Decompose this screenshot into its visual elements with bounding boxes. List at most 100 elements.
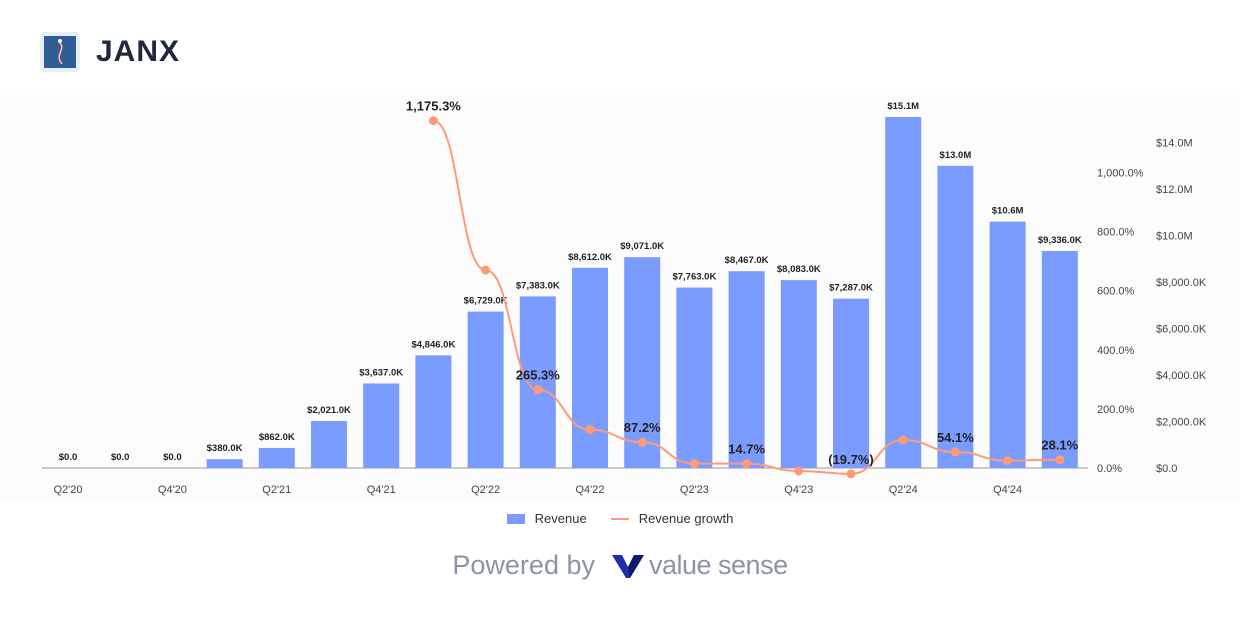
- x-tick-label: Q4'21: [367, 484, 396, 496]
- bar-value-label: $2,021.0K: [307, 405, 351, 416]
- bar-value-label: $13.0M: [940, 150, 972, 161]
- growth-value-label: (19.7%): [828, 452, 874, 467]
- revenue-axis-tick: $10.0M: [1156, 231, 1193, 243]
- bar-value-label: $380.0K: [207, 443, 243, 454]
- growth-point[interactable]: [585, 425, 595, 435]
- growth-point[interactable]: [950, 447, 960, 457]
- revenue-bar[interactable]: [833, 298, 869, 468]
- growth-axis-tick: 200.0%: [1097, 404, 1135, 416]
- revenue-axis-tick: $2,000.0K: [1156, 417, 1207, 429]
- bar-value-label: $9,336.0K: [1038, 235, 1082, 246]
- revenue-bar[interactable]: [989, 221, 1026, 468]
- bar-value-label: $8,083.0K: [777, 264, 821, 275]
- legend-label: Revenue: [534, 511, 587, 526]
- revenue-bar[interactable]: [363, 383, 400, 468]
- header: JANX: [40, 32, 180, 72]
- growth-point[interactable]: [637, 437, 647, 447]
- revenue-axis-tick: $14.0M: [1156, 138, 1193, 150]
- x-tick-label: Q2'22: [471, 484, 500, 496]
- revenue-axis-tick: $12.0M: [1156, 184, 1193, 196]
- bar-value-label: $3,637.0K: [359, 367, 403, 378]
- bar-value-label: $10.6M: [992, 206, 1024, 217]
- growth-value-label: 14.7%: [728, 442, 765, 457]
- company-logo-icon: [40, 32, 80, 72]
- growth-point[interactable]: [481, 265, 491, 275]
- revenue-bar[interactable]: [258, 447, 295, 468]
- bar-value-label: $8,467.0K: [725, 255, 769, 266]
- revenue-bar[interactable]: [1041, 250, 1078, 468]
- revenue-bar[interactable]: [206, 459, 243, 468]
- legend: Revenue Revenue growth: [0, 511, 1240, 526]
- bar-value-label: $862.0K: [259, 432, 295, 443]
- revenue-bar[interactable]: [676, 287, 713, 468]
- x-tick-label: Q2'20: [53, 484, 82, 496]
- growth-point[interactable]: [742, 459, 752, 469]
- revenue-bar[interactable]: [780, 280, 817, 468]
- growth-point[interactable]: [846, 469, 856, 479]
- brand: value sense: [611, 550, 788, 581]
- growth-value-label: 87.2%: [624, 420, 661, 435]
- x-tick-label: Q4'23: [784, 484, 813, 496]
- revenue-bar[interactable]: [885, 117, 922, 468]
- growth-point[interactable]: [428, 116, 438, 126]
- valuesense-logo-icon: [611, 554, 644, 578]
- ticker-title: JANX: [96, 35, 181, 68]
- bar-value-label: $6,729.0K: [464, 296, 508, 307]
- legend-item-revenue[interactable]: Revenue: [506, 511, 587, 526]
- revenue-axis-tick: $8,000.0K: [1156, 277, 1207, 289]
- x-tick-label: Q2'23: [680, 484, 709, 496]
- growth-point[interactable]: [689, 459, 699, 469]
- bar-value-label: $0.0: [111, 452, 130, 463]
- bar-value-label: $9,071.0K: [620, 241, 664, 252]
- bar-value-label: $7,763.0K: [672, 272, 716, 283]
- x-tick-label: Q2'21: [262, 484, 291, 496]
- chart-area: $0.0 Q2'20 $0.0 $0.0 Q4'20 $380.0K $862.0K Q2'2…: [0, 95, 1240, 500]
- bar-value-label: $8,612.0K: [568, 252, 612, 263]
- bar-swatch-icon: [506, 513, 525, 524]
- growth-point[interactable]: [1003, 456, 1013, 466]
- growth-axis-tick: 800.0%: [1097, 227, 1135, 239]
- growth-point[interactable]: [1055, 455, 1065, 465]
- revenue-bar[interactable]: [311, 421, 347, 468]
- footer: Powered by value sense: [0, 550, 1240, 581]
- x-tick-label: Q4'20: [158, 484, 187, 496]
- revenue-bar[interactable]: [415, 355, 452, 468]
- growth-axis-tick: 600.0%: [1097, 286, 1135, 298]
- revenue-bar[interactable]: [728, 271, 765, 468]
- x-tick-label: Q4'24: [993, 484, 1022, 496]
- growth-value-label: 265.3%: [516, 368, 561, 383]
- legend-item-growth[interactable]: Revenue growth: [610, 511, 734, 526]
- combo-chart: $0.0 Q2'20 $0.0 $0.0 Q4'20 $380.0K $862.0K Q2'2…: [42, 99, 1207, 496]
- revenue-bar[interactable]: [624, 257, 661, 468]
- legend-label: Revenue growth: [638, 511, 734, 526]
- line-swatch-icon: [610, 517, 629, 520]
- bar-value-label: $4,846.0K: [411, 339, 455, 350]
- revenue-axis-tick: $6,000.0K: [1156, 324, 1207, 336]
- powered-by-text: Powered by: [452, 550, 595, 580]
- bar-value-label: $7,287.0K: [829, 283, 873, 294]
- growth-point[interactable]: [794, 466, 804, 476]
- growth-value-label: 54.1%: [937, 430, 974, 445]
- revenue-bar[interactable]: [467, 311, 504, 468]
- bar-value-label: $0.0: [59, 452, 78, 463]
- growth-axis-tick: 0.0%: [1097, 463, 1122, 475]
- revenue-bar[interactable]: [519, 296, 556, 468]
- bar-value-label: $15.1M: [887, 101, 919, 112]
- growth-value-label: 1,175.3%: [406, 99, 461, 114]
- revenue-bar[interactable]: [937, 165, 974, 468]
- growth-axis-tick: 400.0%: [1097, 345, 1135, 357]
- revenue-axis-tick: $0.0: [1156, 463, 1177, 475]
- revenue-axis-tick: $4,000.0K: [1156, 370, 1207, 382]
- growth-point[interactable]: [533, 385, 543, 395]
- bar-value-label: $7,383.0K: [516, 280, 560, 291]
- x-tick-label: Q4'22: [575, 484, 604, 496]
- x-tick-label: Q2'24: [889, 484, 918, 496]
- growth-value-label: 28.1%: [1041, 438, 1078, 453]
- growth-point[interactable]: [898, 435, 908, 445]
- brand-name: value sense: [648, 550, 788, 580]
- growth-axis-tick: 1,000.0%: [1097, 168, 1144, 180]
- revenue-bar[interactable]: [572, 267, 608, 468]
- growth-line: [433, 119, 1060, 475]
- bar-value-label: $0.0: [163, 452, 182, 463]
